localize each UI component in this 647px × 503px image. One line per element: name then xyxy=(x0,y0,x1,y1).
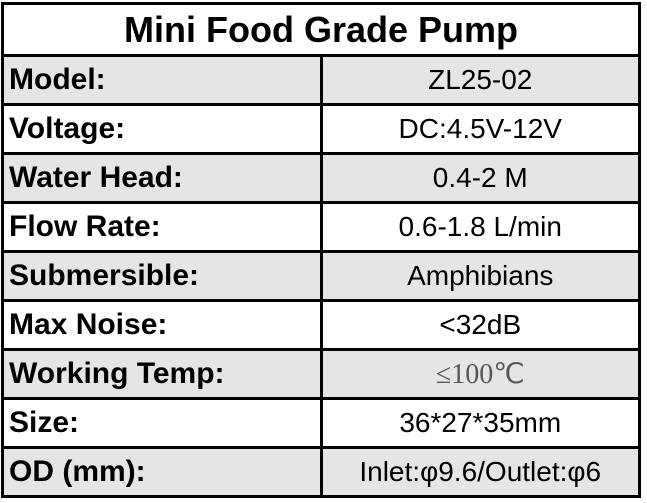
spec-label: Max Noise: xyxy=(1,299,323,352)
table-row-flow-rate: Flow Rate: 0.6-1.8 L/min xyxy=(1,201,641,254)
table-row-water-head: Water Head: 0.4-2 M xyxy=(1,152,641,205)
spec-table: Mini Food Grade Pump Model: ZL25-02 Volt… xyxy=(1,1,641,499)
spec-value: DC:4.5V-12V xyxy=(319,103,641,156)
spec-value: 36*27*35mm xyxy=(319,397,641,449)
spec-label: Voltage: xyxy=(1,103,323,156)
spec-label: Model: xyxy=(1,54,323,107)
table-row-od: OD (mm): Inlet:φ9.6/Outlet:φ6 xyxy=(1,445,641,499)
spec-value: 0.4-2 M xyxy=(319,152,641,205)
table-row-submersible: Submersible: Amphibians xyxy=(1,250,641,303)
spec-value: Inlet:φ9.6/Outlet:φ6 xyxy=(319,445,641,499)
spec-value: ≤100℃ xyxy=(319,348,641,400)
title-row: Mini Food Grade Pump xyxy=(1,1,641,58)
spec-value: <32dB xyxy=(319,299,641,352)
table-row-voltage: Voltage: DC:4.5V-12V xyxy=(1,103,641,156)
spec-label: Submersible: xyxy=(1,250,323,303)
spec-label: Working Temp: xyxy=(1,348,323,400)
table-row-model: Model: ZL25-02 xyxy=(1,54,641,107)
table-row-max-noise: Max Noise: <32dB xyxy=(1,299,641,352)
spec-label: Size: xyxy=(1,397,323,449)
spec-value: 0.6-1.8 L/min xyxy=(319,201,641,254)
spec-label: Flow Rate: xyxy=(1,201,323,254)
table-row-working-temp: Working Temp: ≤100℃ xyxy=(1,348,641,400)
spec-label: OD (mm): xyxy=(1,445,323,499)
spec-value: ZL25-02 xyxy=(319,54,641,107)
spec-label: Water Head: xyxy=(1,152,323,205)
spec-value: Amphibians xyxy=(319,250,641,303)
table-title: Mini Food Grade Pump xyxy=(1,1,641,58)
table-row-size: Size: 36*27*35mm xyxy=(1,397,641,449)
